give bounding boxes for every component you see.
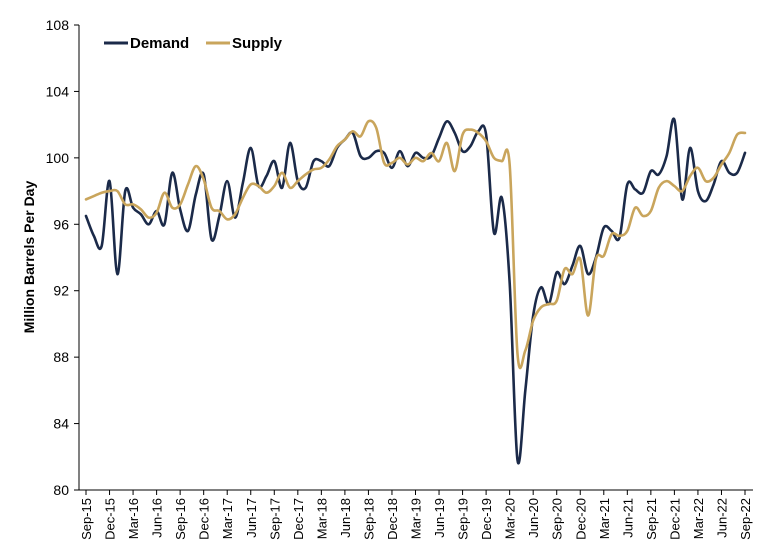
x-tick-label: Mar-18 [314, 498, 329, 539]
y-tick-label: 104 [46, 83, 70, 99]
x-tick-label: Jun-16 [150, 498, 165, 538]
x-tick-label: Sep-18 [361, 498, 376, 540]
x-tick-label: Dec-18 [385, 498, 400, 540]
x-tick-label: Dec-15 [103, 498, 118, 540]
x-tick-label: Mar-17 [220, 498, 235, 539]
series-line-supply [84, 119, 747, 370]
y-tick-label: 92 [53, 283, 69, 299]
y-tick-label: 96 [53, 216, 69, 232]
x-tick-label: Sep-16 [173, 498, 188, 540]
y-tick-label: 88 [53, 349, 69, 365]
y-tick-label: 108 [46, 17, 70, 33]
x-tick-label: Jun-18 [338, 498, 353, 538]
y-tick-label: 100 [46, 150, 70, 166]
x-axis-ticks: Sep-15 Dec-15 Mar-16 Jun-16 Sep-16 Dec-16 Mar-… [79, 490, 753, 540]
x-tick-label: Dec-20 [573, 498, 588, 540]
x-tick-label: Dec-16 [197, 498, 212, 540]
x-tick-label: Sep-21 [644, 498, 659, 540]
x-tick-label: Dec-17 [291, 498, 306, 540]
x-tick-label: Jun-22 [714, 498, 729, 538]
x-tick-label: Jun-19 [432, 498, 447, 538]
series-line-demand [84, 117, 747, 465]
y-axis-label: Million Barrels Per Day [21, 181, 37, 334]
x-tick-label: Mar-19 [409, 498, 424, 539]
x-tick-label: Mar-21 [597, 498, 612, 539]
y-tick-label: 80 [53, 482, 69, 498]
y-tick-label: 84 [53, 416, 69, 432]
x-tick-label: Dec-21 [667, 498, 682, 540]
x-tick-label: Jun-17 [244, 498, 259, 538]
legend: Demand Supply [104, 35, 283, 52]
legend-demand-label: Demand [130, 35, 189, 52]
x-tick-label: Jun-20 [526, 498, 541, 538]
x-tick-label: Sep-22 [738, 498, 753, 540]
x-tick-label: Jun-21 [620, 498, 635, 538]
y-axis-ticks: 80 84 88 92 96 100 104 108 [46, 17, 79, 498]
x-tick-label: Sep-17 [267, 498, 282, 540]
series-group [84, 117, 747, 465]
x-tick-label: Sep-15 [79, 498, 94, 540]
axes [78, 25, 753, 491]
x-tick-label: Dec-19 [479, 498, 494, 540]
x-tick-label: Mar-22 [691, 498, 706, 539]
x-tick-label: Mar-20 [503, 498, 518, 539]
legend-supply-label: Supply [232, 35, 283, 52]
x-tick-label: Sep-19 [456, 498, 471, 540]
x-tick-label: Mar-16 [126, 498, 141, 539]
x-tick-label: Sep-20 [550, 498, 565, 540]
